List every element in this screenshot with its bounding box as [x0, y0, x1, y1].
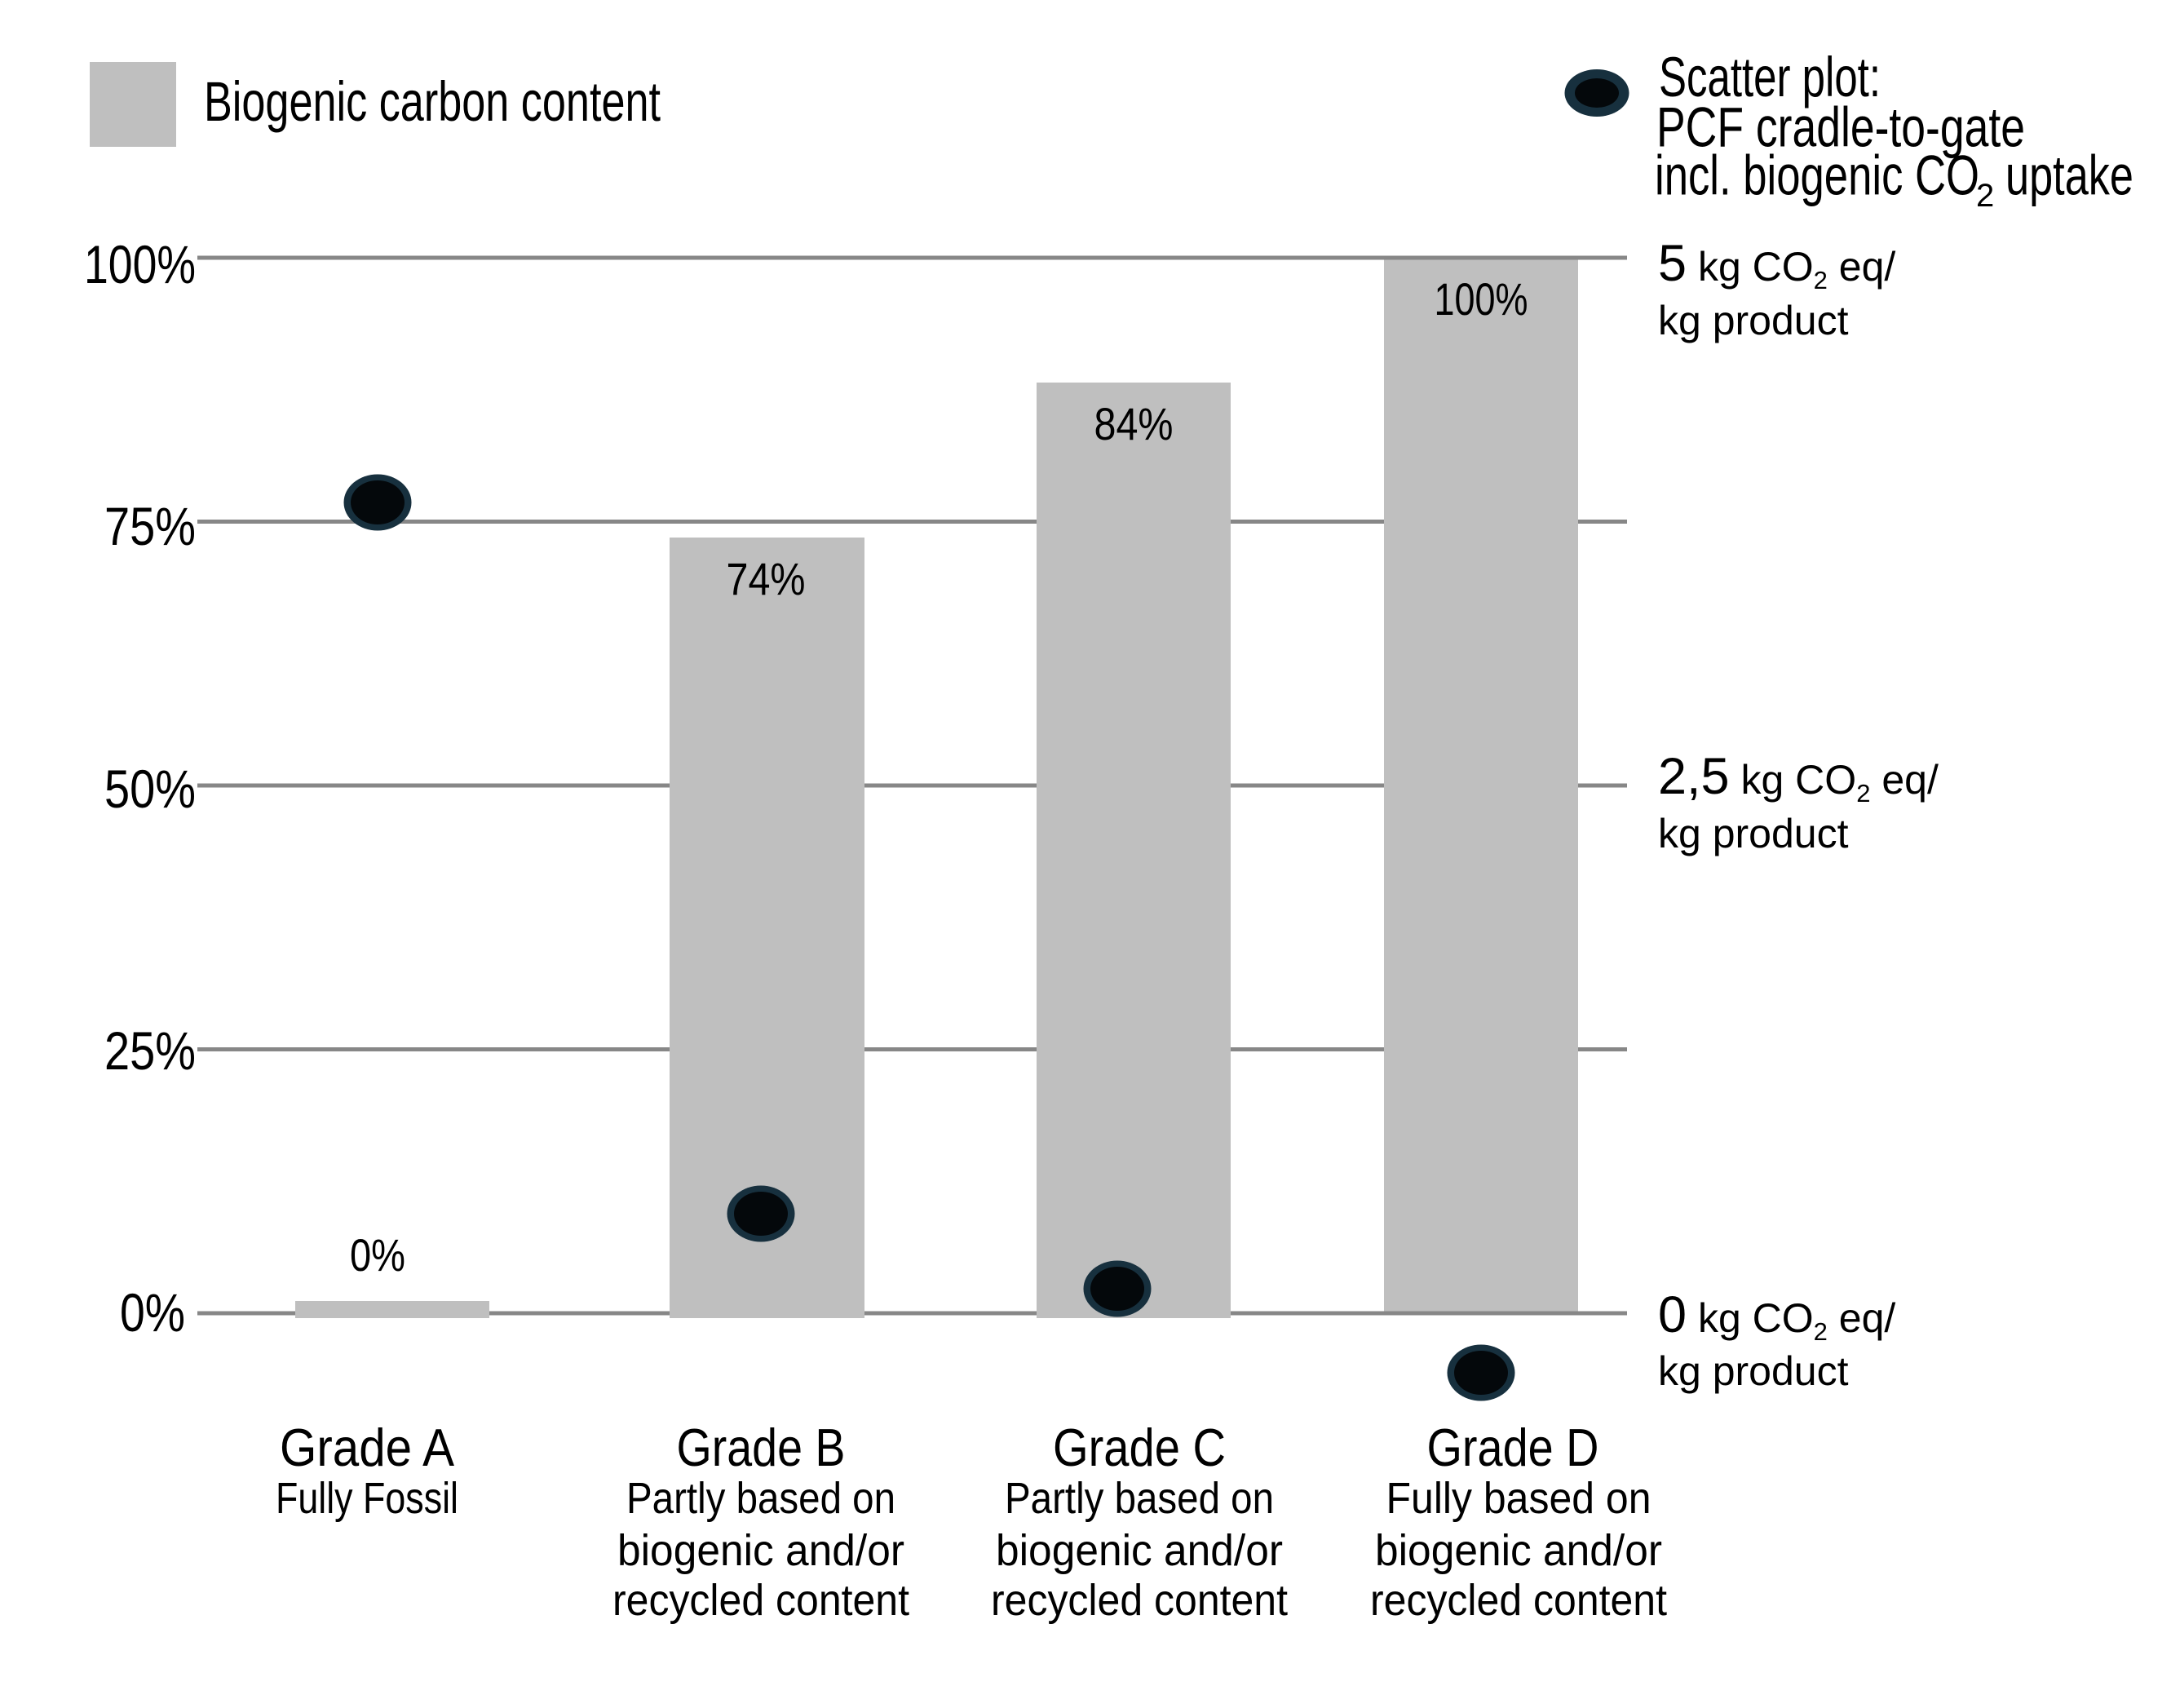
- svg-text:74%: 74%: [727, 553, 806, 604]
- svg-text:kg product: kg product: [1658, 298, 1849, 343]
- svg-text:100%: 100%: [1435, 273, 1528, 325]
- svg-text:0%: 0%: [120, 1282, 185, 1343]
- svg-text:uptake: uptake: [2005, 144, 2133, 207]
- svg-text:100%: 100%: [84, 234, 196, 294]
- svg-text:0%: 0%: [350, 1229, 405, 1281]
- svg-text:biogenic and/or: biogenic and/or: [617, 1526, 904, 1575]
- svg-text:recycled content: recycled content: [612, 1576, 909, 1625]
- svg-text:Grade D: Grade D: [1427, 1418, 1599, 1477]
- svg-text:Partly based on: Partly based on: [1005, 1474, 1274, 1523]
- svg-text:5 kg CO2 eq/: 5 kg CO2 eq/: [1658, 235, 1895, 294]
- svg-text:recycled content: recycled content: [1370, 1576, 1667, 1625]
- svg-text:biogenic and/or: biogenic and/or: [996, 1526, 1283, 1575]
- svg-text:84%: 84%: [1094, 398, 1174, 449]
- svg-text:recycled content: recycled content: [991, 1576, 1288, 1625]
- svg-text:kg product: kg product: [1658, 1348, 1849, 1394]
- svg-text:kg product: kg product: [1658, 811, 1849, 856]
- svg-text:incl. biogenic CO: incl. biogenic CO: [1655, 144, 1979, 207]
- svg-text:Grade A: Grade A: [280, 1418, 455, 1477]
- svg-text:Scatter plot:: Scatter plot:: [1659, 46, 1881, 108]
- svg-text:Fully Fossil: Fully Fossil: [276, 1474, 458, 1523]
- svg-text:Partly based on: Partly based on: [626, 1474, 895, 1523]
- svg-text:biogenic and/or: biogenic and/or: [1375, 1526, 1662, 1575]
- svg-text:Grade C: Grade C: [1053, 1418, 1226, 1477]
- svg-text:PCF cradle-to-gate: PCF cradle-to-gate: [1656, 96, 2025, 159]
- svg-text:75%: 75%: [104, 496, 196, 556]
- svg-text:2,5 kg CO2 eq/: 2,5 kg CO2 eq/: [1658, 748, 1939, 808]
- svg-text:Biogenic carbon content: Biogenic carbon content: [204, 70, 661, 133]
- svg-text:Fully based on: Fully based on: [1386, 1474, 1651, 1523]
- svg-text:Grade B: Grade B: [677, 1418, 846, 1477]
- svg-text:25%: 25%: [104, 1020, 196, 1081]
- svg-text:50%: 50%: [104, 759, 196, 819]
- svg-text:2: 2: [1976, 178, 1994, 214]
- svg-text:0 kg CO2 eq/: 0 kg CO2 eq/: [1658, 1286, 1895, 1346]
